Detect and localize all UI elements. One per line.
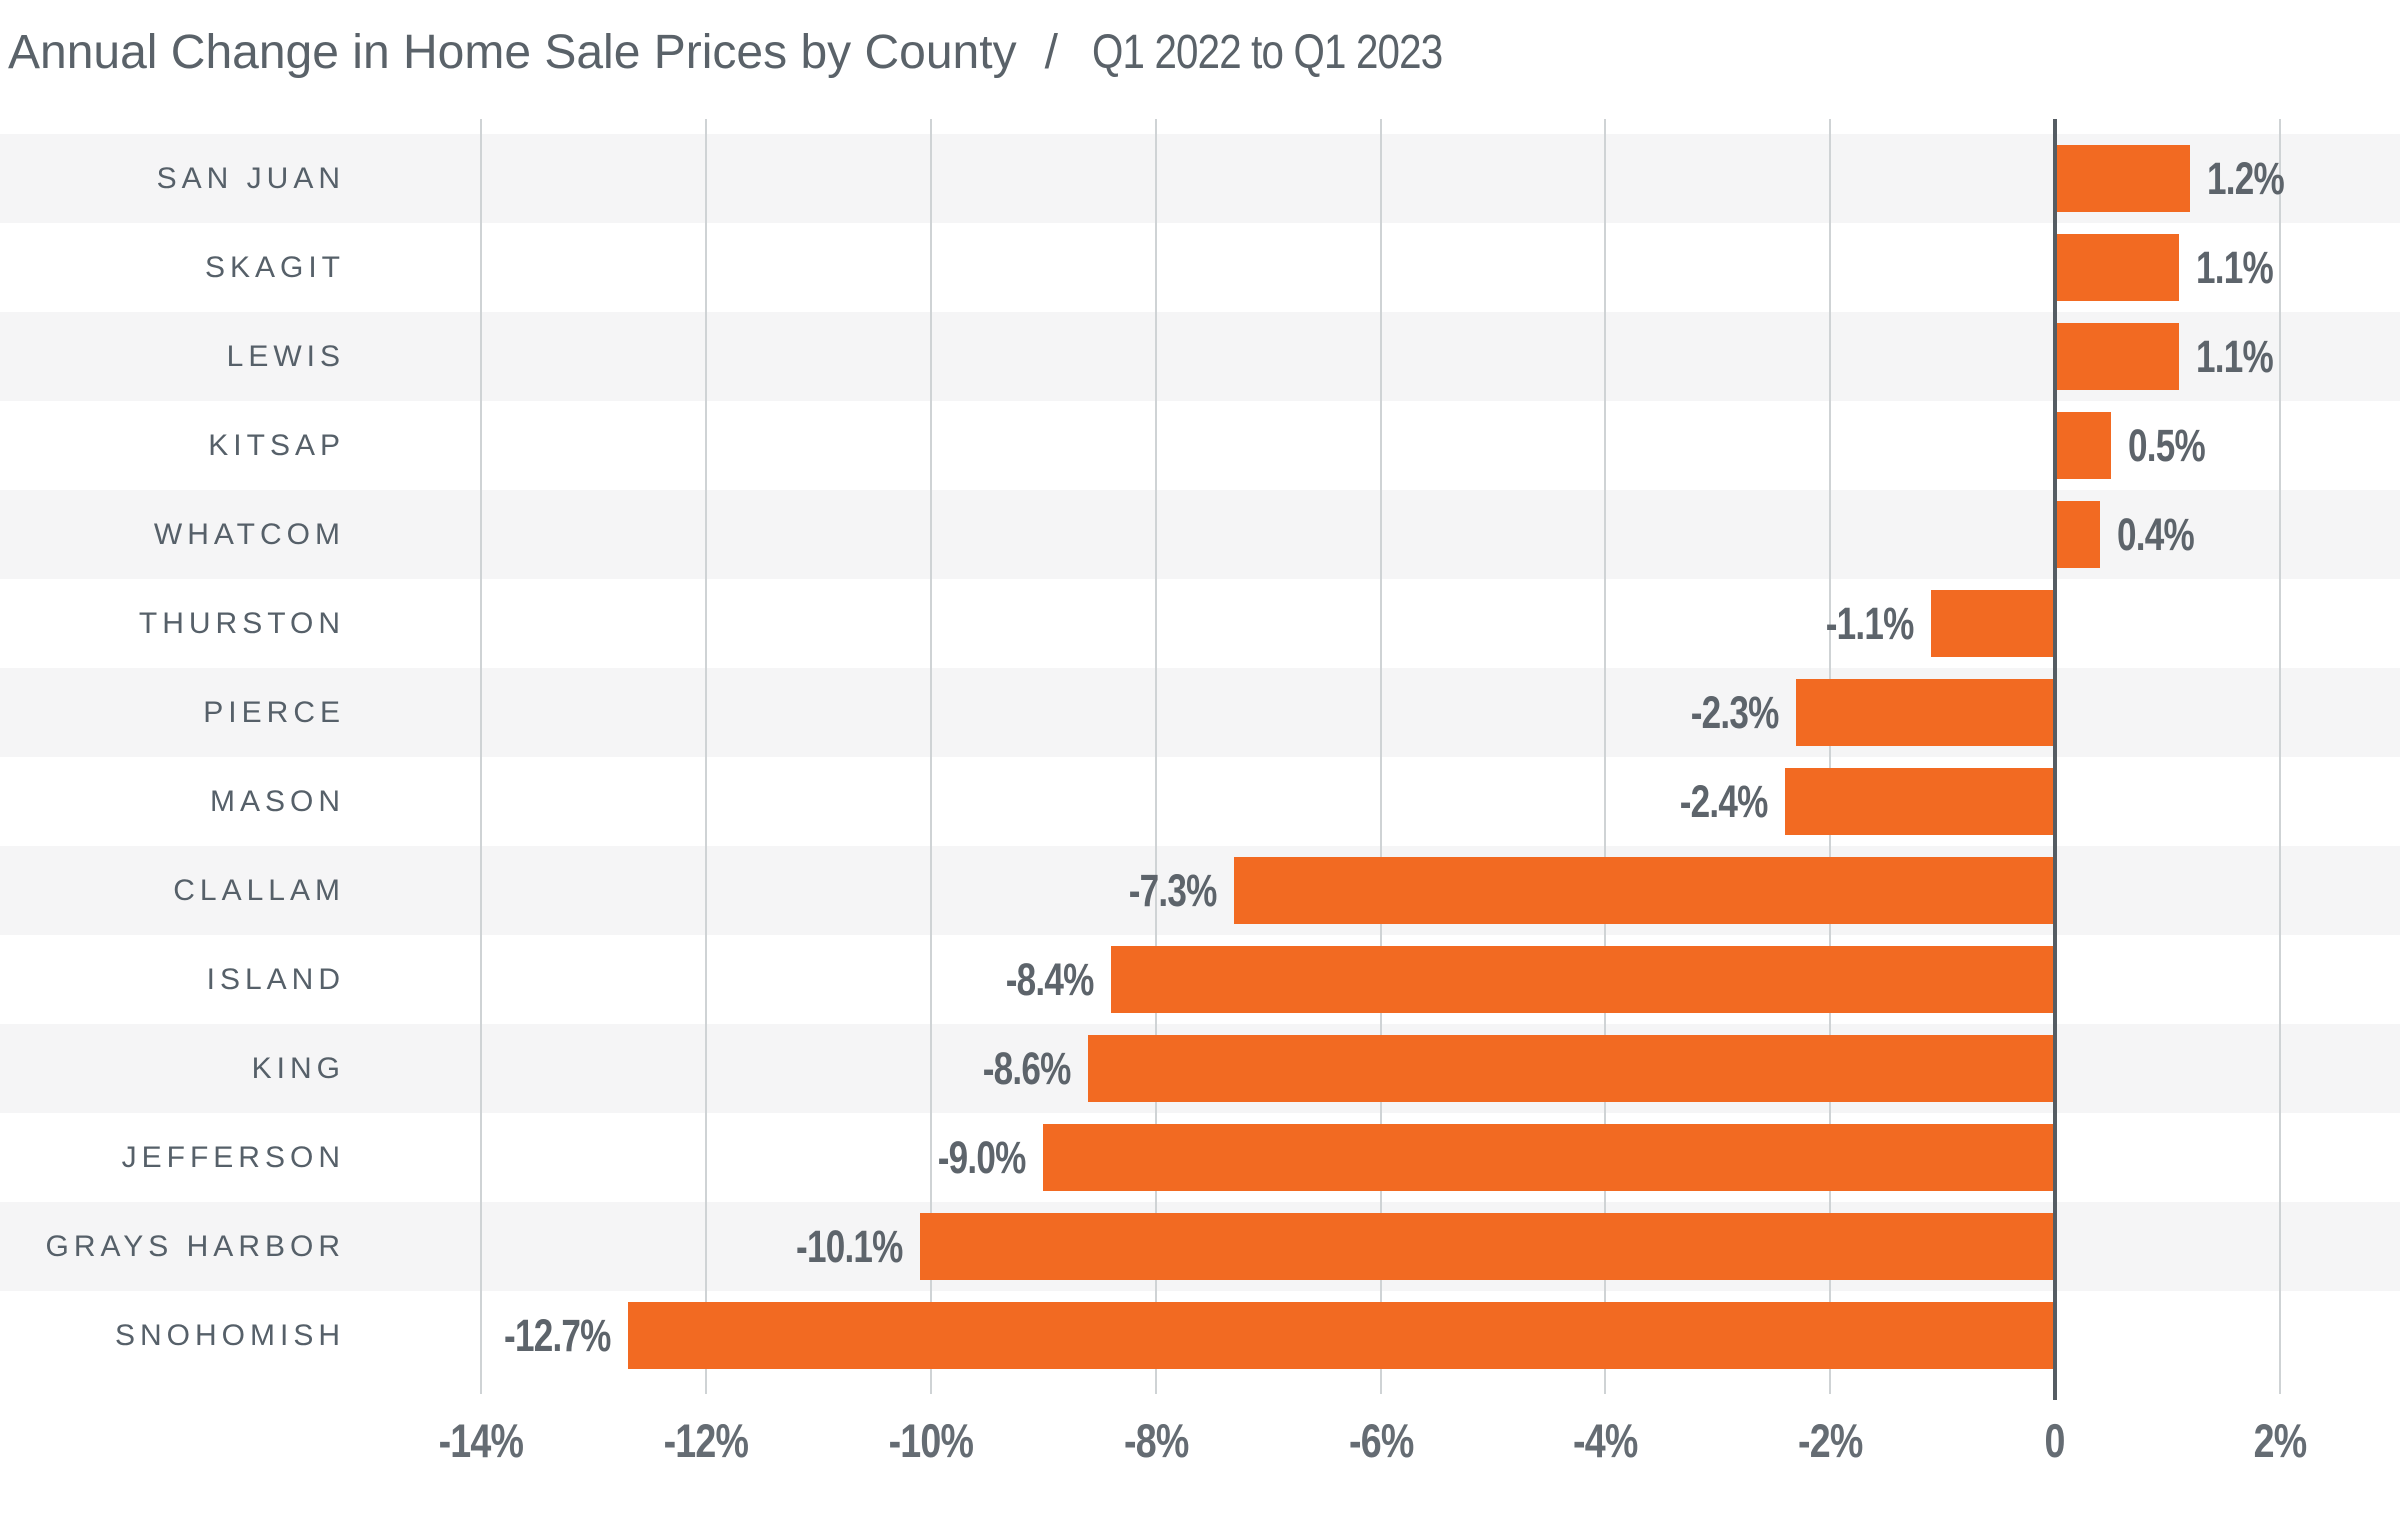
- category-label: WHATCOM: [153, 517, 345, 551]
- x-axis-tick-label: 0: [1965, 1408, 2145, 1472]
- x-axis-tick-label: -2%: [1740, 1408, 1920, 1472]
- bar: [2055, 145, 2190, 212]
- x-axis-tick-label: -4%: [1515, 1408, 1695, 1472]
- bar-value-label: 1.1%: [2196, 223, 2295, 312]
- category-label: PIERCE: [203, 695, 345, 729]
- x-axis-tick-label: -8%: [1066, 1408, 1246, 1472]
- gridline: [930, 119, 932, 1394]
- bar-value-label: -1.1%: [1801, 579, 1915, 668]
- category-label: THURSTON: [138, 606, 345, 640]
- bar: [2055, 234, 2179, 301]
- tick-text: 0: [2044, 1413, 2066, 1467]
- x-axis-tick-label: -10%: [841, 1408, 1021, 1472]
- chart-title-separator: /: [1044, 26, 1058, 79]
- gridline: [1380, 119, 1382, 1394]
- tick-text: -14%: [438, 1413, 524, 1467]
- category-label: KING: [251, 1051, 345, 1085]
- x-axis-tick-label: 2%: [2190, 1408, 2370, 1472]
- bar-value-label: 0.4%: [2117, 490, 2216, 579]
- gridline: [480, 119, 482, 1394]
- bar: [1043, 1124, 2055, 1191]
- tick-text: -4%: [1572, 1413, 1638, 1467]
- bar-value-text: -10.1%: [796, 1220, 903, 1272]
- bar-value-text: 0.5%: [2128, 419, 2206, 471]
- bar-value-text: -8.6%: [983, 1042, 1072, 1094]
- x-axis-tick-label: -6%: [1291, 1408, 1471, 1472]
- tick-text: -8%: [1123, 1413, 1189, 1467]
- bar-value-label: -2.3%: [1666, 668, 1780, 757]
- bar: [1785, 768, 2055, 835]
- bar-value-text: 1.1%: [2196, 330, 2274, 382]
- bar-value-label: 1.2%: [2207, 134, 2306, 223]
- bar-value-text: 1.2%: [2207, 152, 2285, 204]
- category-label: ISLAND: [206, 962, 345, 996]
- row-band: [0, 134, 2400, 223]
- zero-axis-line: [2053, 119, 2057, 1400]
- row-band: [0, 312, 2400, 401]
- bar-value-label: -7.3%: [1104, 846, 1218, 935]
- tick-text: -6%: [1348, 1413, 1414, 1467]
- bar-value-text: -1.1%: [1826, 597, 1915, 649]
- gridline: [2279, 119, 2281, 1394]
- bar: [2055, 501, 2100, 568]
- bar: [2055, 323, 2179, 390]
- bar-value-text: -2.4%: [1680, 775, 1769, 827]
- category-label: LEWIS: [226, 339, 345, 373]
- bar: [1796, 679, 2055, 746]
- bar-value-text: -8.4%: [1006, 953, 1095, 1005]
- bar-value-label: -8.6%: [958, 1024, 1072, 1113]
- bar-value-label: 0.5%: [2128, 401, 2227, 490]
- gridline: [1604, 119, 1606, 1394]
- bar-value-text: 0.4%: [2117, 508, 2195, 560]
- x-axis-tick-label: -14%: [391, 1408, 571, 1472]
- category-label: SAN JUAN: [156, 161, 345, 195]
- tick-text: 2%: [2253, 1413, 2308, 1467]
- bar-value-text: -2.3%: [1691, 686, 1780, 738]
- tick-text: -10%: [888, 1413, 974, 1467]
- category-label: CLALLAM: [173, 873, 345, 907]
- bar-value-label: -8.4%: [981, 935, 1095, 1024]
- bar-value-text: -7.3%: [1129, 864, 1218, 916]
- bar: [2055, 412, 2111, 479]
- bar-value-label: -9.0%: [913, 1113, 1027, 1202]
- bar-value-label: -12.7%: [474, 1291, 611, 1380]
- row-band: [0, 401, 2400, 490]
- bar: [1111, 946, 2055, 1013]
- bar: [1088, 1035, 2055, 1102]
- chart-title-date-range: Q1 2022 to Q1 2023: [1091, 26, 1443, 79]
- category-label: JEFFERSON: [121, 1140, 345, 1174]
- chart-title-main: Annual Change in Home Sale Prices by Cou…: [8, 26, 1017, 79]
- bar: [1931, 590, 2055, 657]
- bar: [1234, 857, 2055, 924]
- gridline: [705, 119, 707, 1394]
- bar-value-text: -9.0%: [938, 1131, 1027, 1183]
- bar-value-text: 1.1%: [2196, 241, 2274, 293]
- tick-text: -12%: [663, 1413, 749, 1467]
- row-band: [0, 490, 2400, 579]
- chart-title: Annual Change in Home Sale Prices by Cou…: [8, 26, 1509, 80]
- category-label: KITSAP: [208, 428, 345, 462]
- bar-value-text: -12.7%: [504, 1309, 611, 1361]
- bar: [628, 1302, 2055, 1369]
- bar-value-label: -2.4%: [1655, 757, 1769, 846]
- category-label: GRAYS HARBOR: [45, 1229, 345, 1263]
- bar-value-label: -10.1%: [766, 1202, 903, 1291]
- bar-value-label: 1.1%: [2196, 312, 2295, 401]
- category-label: SNOHOMISH: [114, 1318, 345, 1352]
- row-band: [0, 223, 2400, 312]
- gridline: [1829, 119, 1831, 1394]
- tick-text: -2%: [1797, 1413, 1863, 1467]
- x-axis-tick-label: -12%: [616, 1408, 796, 1472]
- category-label: SKAGIT: [204, 250, 345, 284]
- bar: [920, 1213, 2055, 1280]
- gridline: [1155, 119, 1157, 1394]
- category-label: MASON: [209, 784, 345, 818]
